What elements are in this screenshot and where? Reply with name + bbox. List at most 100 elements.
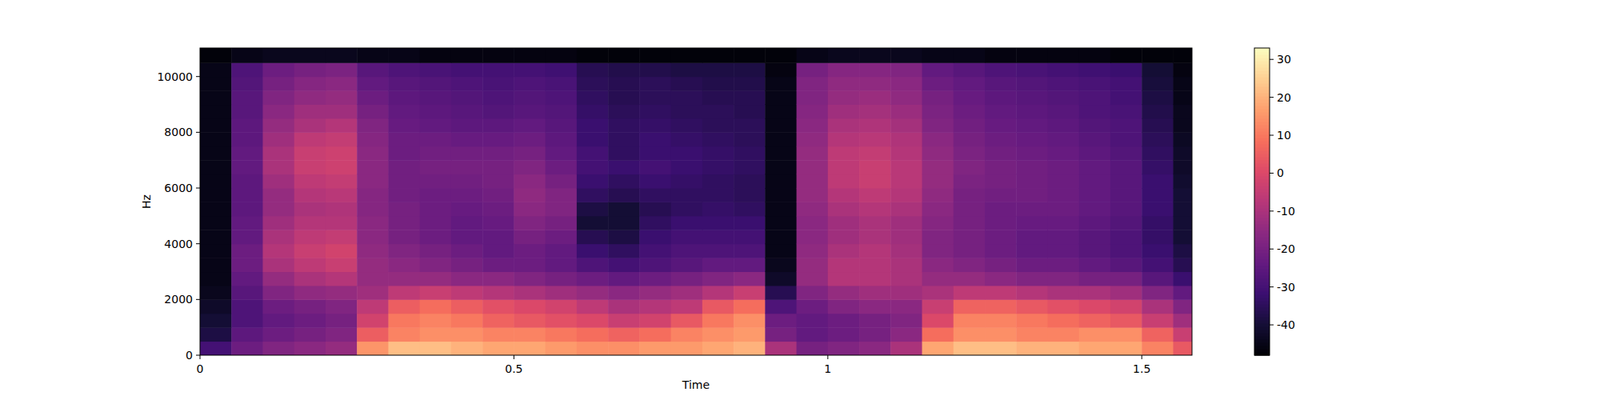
cell [294, 327, 327, 342]
cell [671, 299, 704, 314]
cell [733, 327, 766, 342]
cell [1110, 299, 1143, 314]
cell [733, 174, 766, 189]
cell [294, 132, 327, 147]
cell [953, 244, 986, 259]
cell [702, 313, 735, 328]
cell [356, 146, 389, 161]
colorbar-tick [1269, 248, 1274, 250]
cell [262, 118, 295, 133]
cell [764, 48, 797, 64]
cell [1110, 118, 1143, 133]
colorbar-step [1254, 121, 1270, 126]
cell [388, 272, 420, 287]
cell [890, 48, 923, 64]
cell [200, 118, 232, 133]
cell [1047, 160, 1080, 175]
cell [388, 229, 420, 244]
cell [576, 76, 609, 92]
cell [702, 132, 735, 147]
cell [1172, 244, 1192, 259]
cell [733, 146, 766, 161]
colorbar-step [1254, 201, 1270, 206]
cell [953, 76, 986, 92]
cell [388, 104, 420, 120]
cell [200, 216, 232, 231]
cell [1172, 118, 1192, 133]
cell [388, 257, 420, 272]
cell [325, 244, 358, 259]
cell [1079, 244, 1112, 259]
cell [608, 327, 640, 342]
cell [984, 201, 1017, 216]
cell [1079, 118, 1112, 133]
cell [1141, 272, 1174, 287]
cell [1110, 174, 1143, 189]
cell [200, 76, 232, 92]
cell [231, 341, 264, 356]
cell [482, 313, 515, 328]
cell [671, 160, 704, 175]
cell [420, 285, 452, 300]
y-tick-label: 2000 [164, 292, 193, 306]
cell [1110, 244, 1143, 259]
cell [513, 244, 546, 259]
cell [200, 160, 232, 175]
cell [984, 48, 1017, 64]
cell [388, 341, 420, 356]
cell [325, 90, 358, 105]
x-tick-label: 0 [196, 362, 204, 376]
cell [420, 188, 452, 203]
cell [1079, 229, 1112, 244]
cell [231, 188, 264, 203]
cell [325, 257, 358, 272]
cell [1172, 146, 1192, 161]
colorbar-step [1254, 313, 1270, 318]
cell [482, 90, 515, 105]
cell [262, 201, 295, 216]
cell [953, 299, 986, 314]
cell [922, 104, 955, 120]
cell [890, 285, 923, 300]
cell [859, 104, 892, 120]
cell [1110, 146, 1143, 161]
cell [576, 48, 609, 64]
colorbar-tick [1269, 286, 1274, 288]
cell [702, 244, 735, 259]
cell [388, 313, 420, 328]
cell [356, 76, 389, 92]
cell [828, 285, 860, 300]
cell [513, 48, 546, 64]
colorbar-tick-label: -30 [1276, 280, 1296, 294]
cell [1047, 341, 1080, 356]
colorbar-step [1254, 204, 1270, 209]
cell [859, 174, 892, 189]
cell [482, 327, 515, 342]
y-tick-label: 0 [185, 348, 193, 362]
cell [262, 48, 295, 64]
cell [922, 341, 955, 356]
cell [702, 272, 735, 287]
cell [576, 257, 609, 272]
colorbar-step [1254, 83, 1270, 88]
cell [545, 132, 578, 147]
cell [733, 313, 766, 328]
cell [859, 341, 892, 356]
colorbar-step [1254, 156, 1270, 161]
x-tick-label: 0.5 [504, 362, 523, 376]
cell [828, 146, 860, 161]
colorbar-step [1254, 192, 1270, 196]
colorbar-step [1254, 262, 1270, 267]
cell [262, 341, 295, 356]
colorbar-step [1254, 278, 1270, 283]
colorbar-step [1254, 198, 1270, 203]
cell [859, 201, 892, 216]
cell [1141, 90, 1174, 105]
colorbar-step [1254, 300, 1270, 305]
cell [420, 132, 452, 147]
cell [200, 188, 232, 203]
cell [1016, 285, 1048, 300]
cell [984, 76, 1017, 92]
colorbar-step [1254, 89, 1270, 94]
cell [200, 313, 232, 328]
